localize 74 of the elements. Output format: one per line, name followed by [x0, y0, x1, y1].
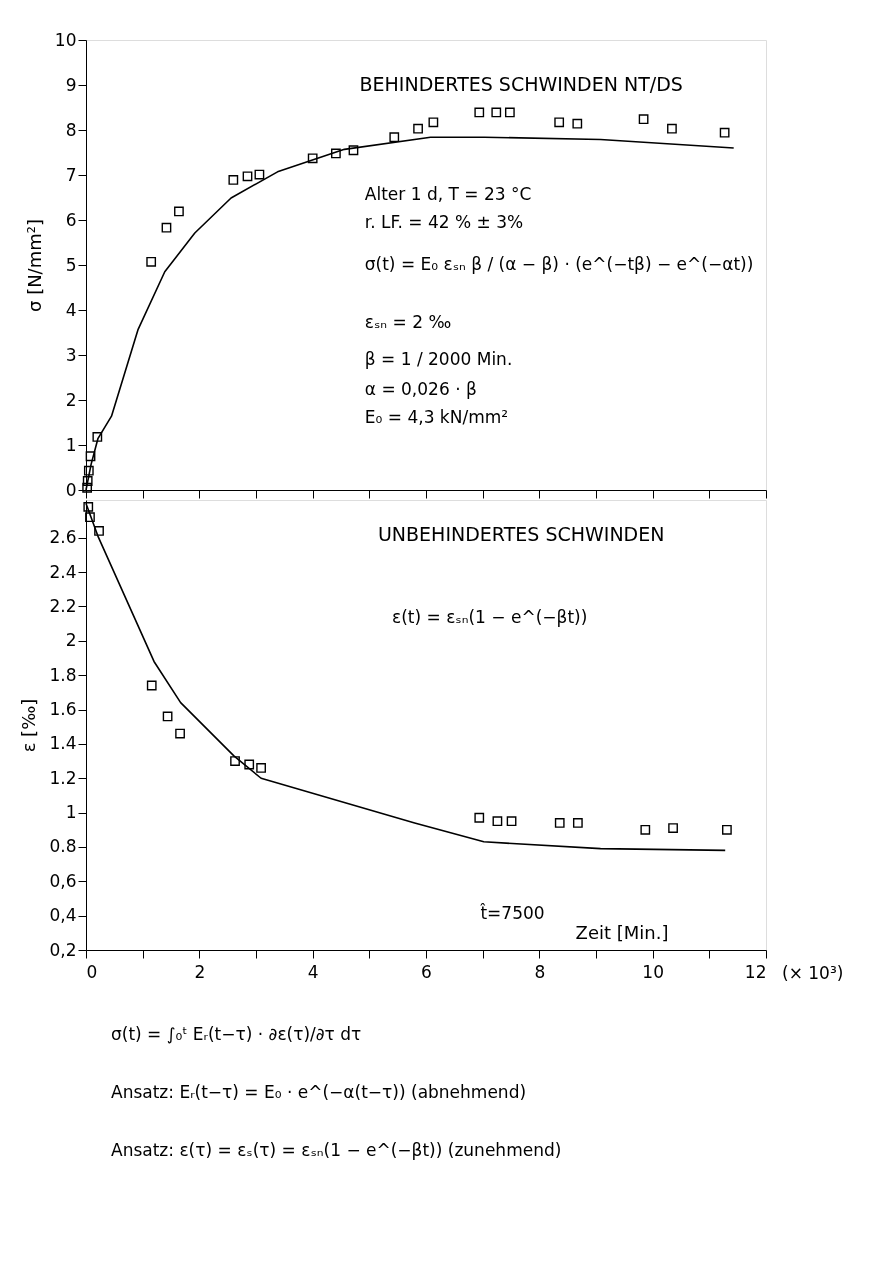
- y-tick-label: 1: [65, 434, 77, 455]
- point: [554, 117, 565, 128]
- y-tick-label: 2: [65, 630, 77, 651]
- y-axis-title: σ [N/mm²]: [23, 219, 45, 312]
- y-tick-label: 0,2: [49, 939, 77, 960]
- y-tick-label: 5: [65, 254, 77, 275]
- point: [638, 114, 649, 125]
- x-tick-label: 2: [194, 961, 206, 982]
- annotation: εₛₙ = 2 ‰: [364, 312, 452, 332]
- x-tick-label: 0: [86, 961, 98, 982]
- point: [428, 117, 439, 128]
- point: [572, 118, 583, 129]
- y-tick-label: 1.8: [49, 664, 77, 685]
- text: BEHINDERTES SCHWINDEN NT/DS: [359, 73, 683, 95]
- point: [82, 482, 93, 493]
- point: [348, 145, 359, 156]
- x-tick-label: 6: [421, 961, 432, 982]
- point: [331, 148, 341, 159]
- y-tick-label: 0,6: [49, 870, 77, 891]
- point: [389, 132, 400, 143]
- point: [161, 222, 172, 233]
- annotation: σ(t) = E₀ εₛₙ β / (α − β) · (e^(−tβ) − e^(−αt)): [364, 254, 754, 274]
- y-tick-label: 1.6: [49, 699, 77, 720]
- point: [83, 465, 94, 476]
- point: [92, 432, 103, 442]
- point: [504, 107, 515, 118]
- y-tick-label: 3: [65, 344, 77, 365]
- point: [174, 206, 184, 217]
- point: [474, 107, 485, 118]
- y-tick-label: 2: [65, 389, 77, 410]
- annotation: β = 1 / 2000 Min.: [364, 349, 513, 369]
- point: [719, 127, 730, 138]
- y-tick-label: 10: [54, 29, 77, 50]
- text: σ(t) = ∫₀ᵗ Eᵣ(t−τ) · ∂ε(τ)/∂τ dτ: [111, 1024, 362, 1044]
- y-tick-label: 1: [65, 802, 77, 823]
- y-tick-label: 8: [65, 119, 77, 140]
- y-tick-label: 1.4: [49, 733, 77, 754]
- y-tick-label: 6: [65, 209, 77, 230]
- x-tick-label: 10: [642, 961, 664, 982]
- y-tick-label: 2.2: [49, 595, 77, 616]
- x-tick-label: 12: [744, 961, 767, 982]
- x-axis-title: Zeit [Min.]: [575, 922, 669, 943]
- point: [146, 256, 157, 267]
- annotation: Alter 1 d, T = 23 °C: [364, 184, 532, 204]
- point: [82, 476, 93, 486]
- annotation: E₀ = 4,3 kN/mm²: [364, 407, 509, 427]
- y-tick-label: 7: [65, 164, 77, 185]
- annotation: r. LF. = 42 % ± 3%: [364, 212, 524, 232]
- point: [85, 451, 96, 462]
- annotation: α = 0,026 · β: [364, 379, 477, 399]
- point: [228, 175, 239, 185]
- text: Ansatz: ε(τ) = εₛ(τ) = εₛₙ(1 − e^(−βt)) (zunehmend): [111, 1140, 562, 1160]
- y-tick-label: 2.4: [49, 561, 77, 582]
- annotation: ε(t) = εₛₙ(1 − e^(−βt)): [392, 607, 588, 627]
- y-tick-label: 0,4: [49, 905, 77, 926]
- y-axis-title: ε [‰]: [18, 698, 40, 753]
- y-tick-label: 2.6: [49, 527, 77, 548]
- point: [491, 107, 502, 118]
- point: [254, 169, 265, 180]
- text: UNBEHINDERTES SCHWINDEN: [377, 523, 665, 545]
- point: [413, 123, 423, 134]
- y-tick-label: 0: [65, 479, 77, 500]
- y-tick-label: 1.2: [49, 767, 77, 788]
- y-tick-label: 4: [65, 299, 77, 320]
- point: [242, 171, 253, 182]
- point: [307, 153, 318, 164]
- annotation: t̂=7500: [479, 902, 545, 923]
- y-tick-label: 0.8: [49, 836, 77, 857]
- y-tick-label: 9: [65, 74, 77, 95]
- x-tick-label: 4: [307, 961, 319, 982]
- text: Ansatz: Eᵣ(t−τ) = E₀ · e^(−α(t−τ)) (abnehmend): [111, 1082, 527, 1102]
- text: (× 10³): [782, 963, 844, 983]
- point: [667, 123, 677, 134]
- x-tick-label: 8: [534, 961, 546, 982]
